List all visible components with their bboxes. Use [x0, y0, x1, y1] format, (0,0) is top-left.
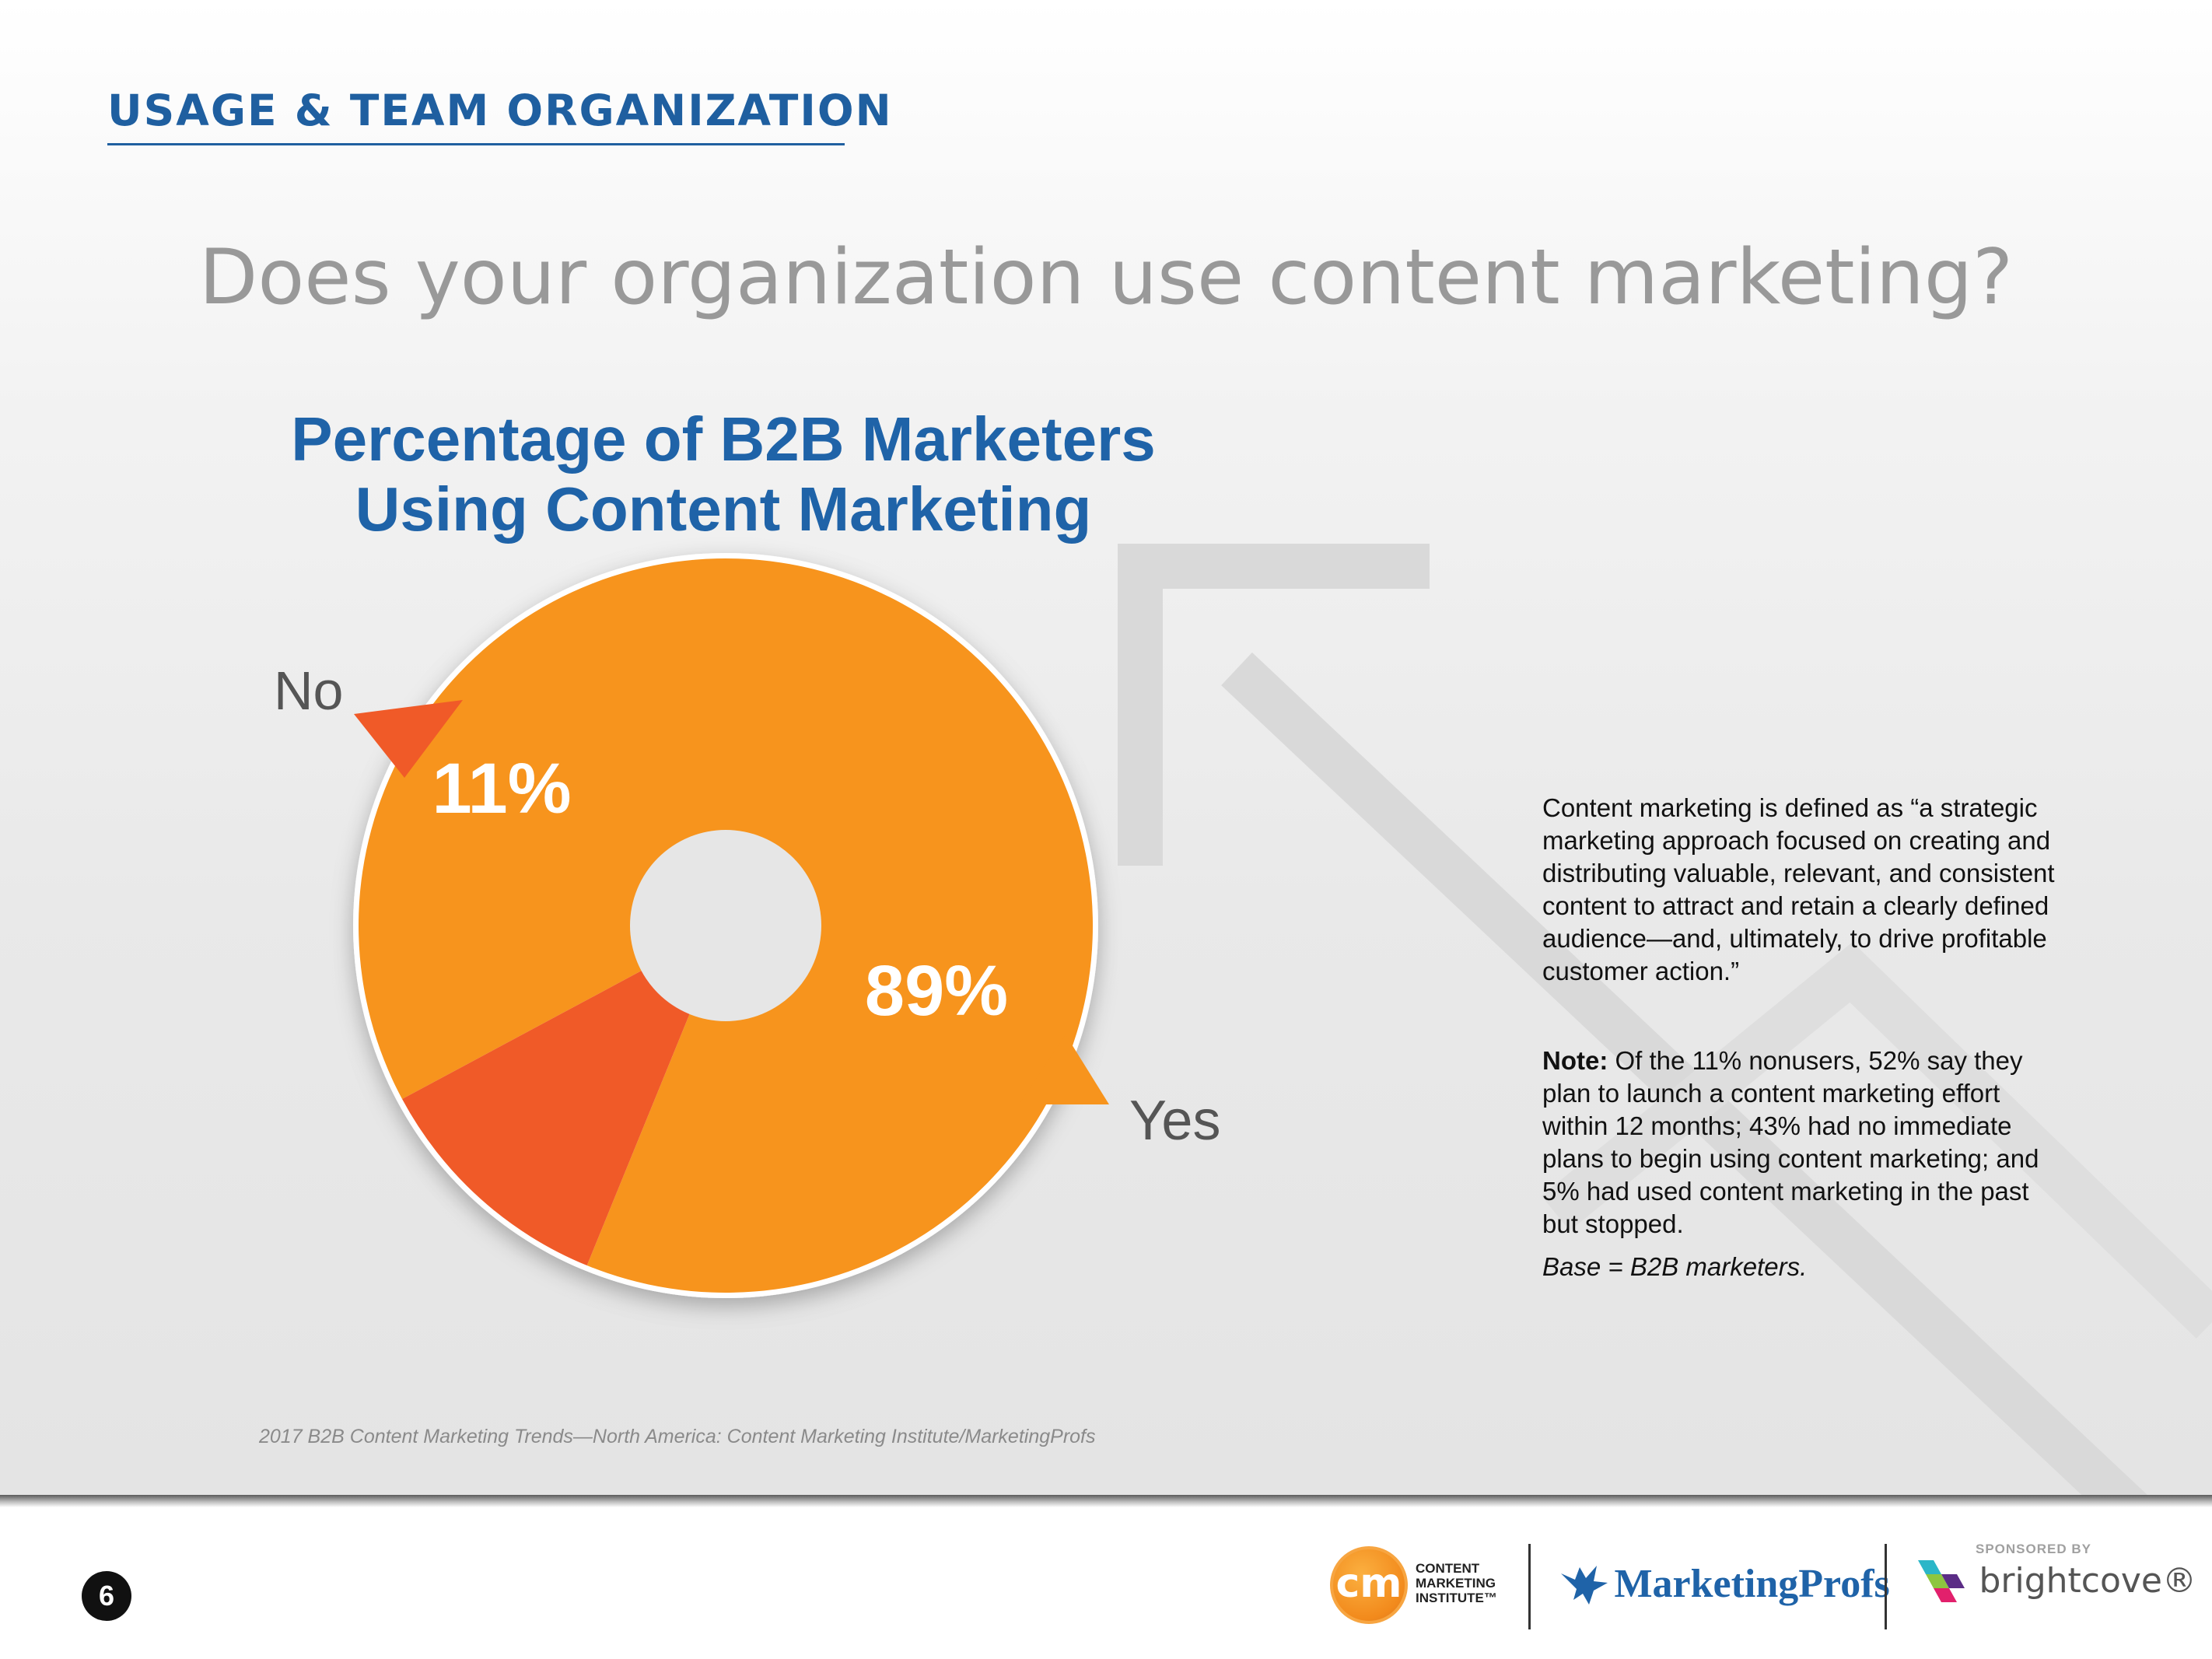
chart-title-line-2: Using Content Marketing [355, 474, 1092, 544]
slice-value-label-no: 11% [432, 749, 571, 828]
bird-icon [1561, 1566, 1608, 1605]
category-label-yes: Yes [1129, 1090, 1220, 1152]
nonusers-note: Note: Of the 11% nonusers, 52% say they … [1542, 1045, 2071, 1241]
brightcove-logo: brightcove® [1915, 1556, 2196, 1618]
note-label: Note: [1542, 1046, 1608, 1075]
base-note: Base = B2B marketers. [1542, 1252, 1808, 1281]
cmi-logo-line-3: INSTITUTE™ [1416, 1591, 1497, 1605]
source-citation: 2017 B2B Content Marketing Trends—North … [259, 1426, 1096, 1447]
cmi-logo-text: CONTENT MARKETING INSTITUTE™ [1416, 1561, 1501, 1605]
cmi-logo-mark: cm [1330, 1546, 1408, 1624]
brightcove-mark-icon [1918, 1560, 1965, 1602]
donut-hole [630, 830, 821, 1021]
chart-title: Percentage of B2B Marketers Using Conten… [257, 404, 1190, 544]
footer-divider [0, 1495, 2212, 1507]
marketingprofs-wordmark: MarketingProfs [1614, 1561, 1890, 1606]
brightcove-wordmark: brightcove® [1979, 1560, 2196, 1601]
chart-title-line-1: Percentage of B2B Marketers [291, 404, 1156, 474]
cmi-logo-line-2: MARKETING [1416, 1576, 1496, 1591]
logo-divider [1885, 1544, 1887, 1629]
page-number: 6 [82, 1571, 131, 1621]
marketingprofs-logo: MarketingProfs [1558, 1559, 1890, 1614]
logo-divider [1528, 1544, 1531, 1629]
cmi-logo-line-1: CONTENT [1416, 1561, 1480, 1576]
slice-value-label-yes: 89% [865, 951, 1008, 1031]
pie-slice-no [402, 926, 726, 1266]
background-arrow-graphic [1118, 544, 2212, 1501]
callout-pointer-no [354, 700, 463, 778]
note-text: Of the 11% nonusers, 52% say they plan t… [1542, 1046, 2039, 1238]
section-title: USAGE & TEAM ORGANIZATION [107, 86, 893, 135]
category-label-no: No [274, 660, 343, 721]
content-marketing-institute-logo: cm CONTENT MARKETING INSTITUTE™ [1330, 1544, 1501, 1629]
page-question: Does your organization use content marke… [198, 233, 2014, 322]
section-title-underline [107, 143, 845, 145]
sponsored-by-label: SPONSORED BY [1976, 1542, 2091, 1556]
callout-pointer-yes [1019, 1034, 1109, 1104]
content-marketing-definition: Content marketing is defined as “a strat… [1542, 793, 2055, 985]
